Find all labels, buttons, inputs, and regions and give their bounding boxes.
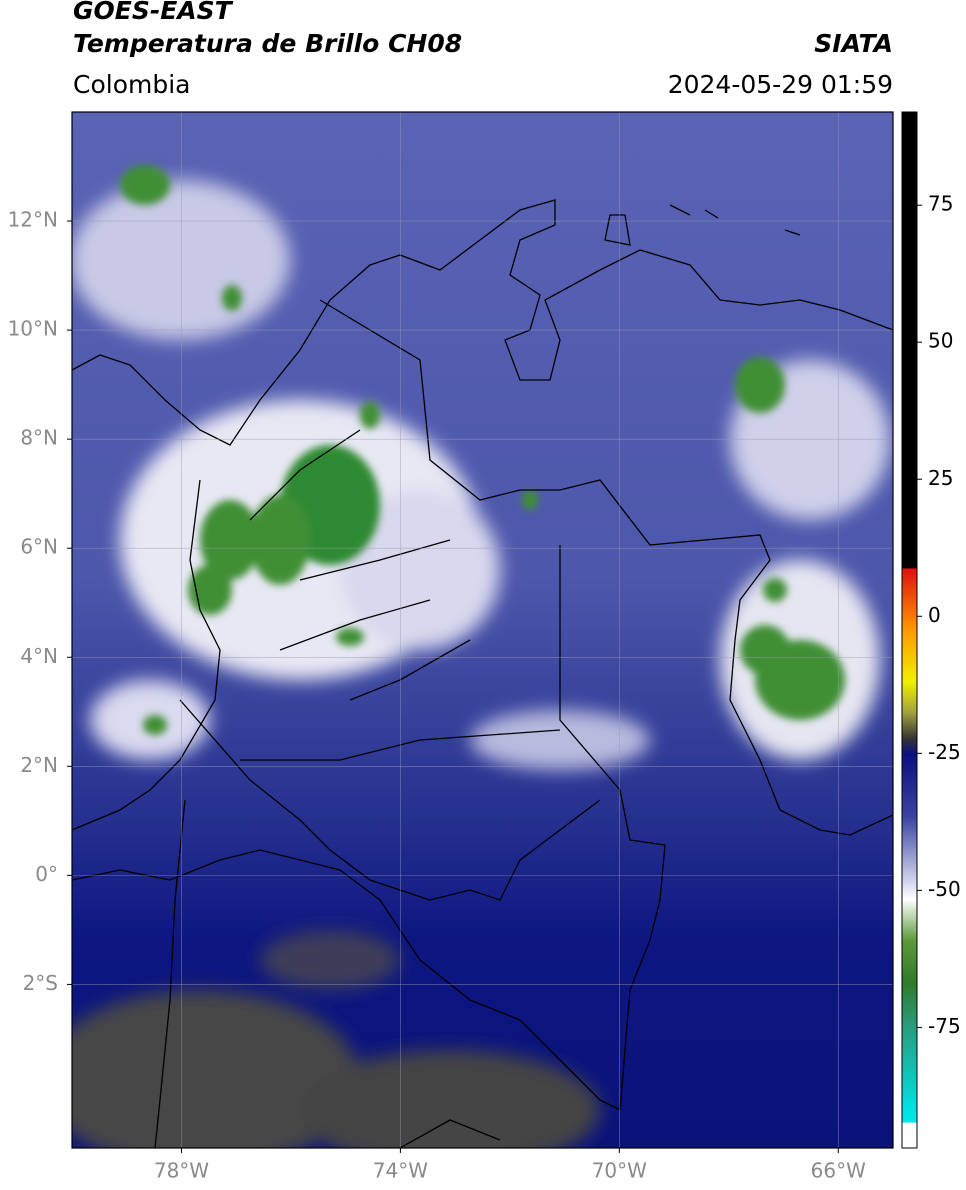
source: SIATA [814,29,893,58]
lon-tick-label: 74°W [373,1159,428,1183]
colorbar-tick-label: 0 [928,603,941,627]
lat-tick-label: 0° [35,862,58,886]
lat-tick-label: 12°N [8,208,58,232]
boundaries [72,199,893,1148]
colorbar-tick-label: -75 [928,1014,961,1038]
colorbar-tick-label: 75 [928,192,953,216]
lat-tick-label: 10°N [8,317,58,341]
colorbar [901,111,918,1149]
lat-tick-label: 8°N [20,426,58,450]
lat-tick-label: 2°N [20,753,58,777]
colorbar-tick-label: -25 [928,740,961,764]
colorbar-tick-label: 50 [928,329,953,353]
lon-tick-label: 70°W [592,1159,647,1183]
colorbar-tick-label: -50 [928,877,961,901]
lon-tick-label: 66°W [811,1159,866,1183]
colorbar-tick-label: 25 [928,466,953,490]
imagery [72,112,893,1148]
lat-tick-label: 2°S [23,971,58,995]
lat-tick-label: 4°N [20,644,58,668]
title-line: Temperatura de Brillo CH08 [73,29,462,58]
deep-convection [120,165,845,735]
map-frame [71,111,894,1149]
lon-tick-label: 78°W [154,1159,209,1183]
region: Colombia [73,70,190,99]
title-line: GOES-EAST [73,0,234,25]
lat-tick-label: 6°N [20,535,58,559]
timestamp: 2024-05-29 01:59 [668,70,893,99]
grid [72,112,893,1148]
